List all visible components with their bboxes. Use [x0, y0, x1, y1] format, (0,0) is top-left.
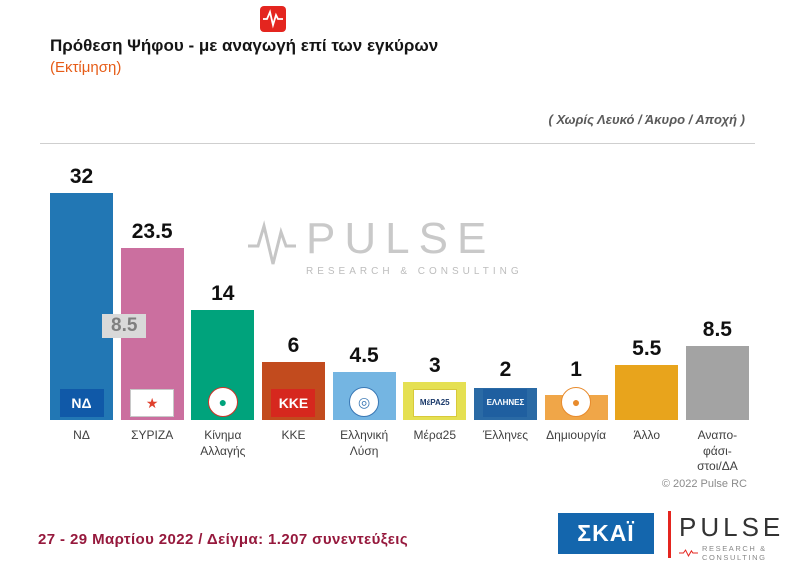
category-label-ellines: Έλληνες: [482, 428, 529, 442]
bar-value-syriza: 23.5: [131, 220, 173, 244]
chart-header: Πρόθεση Ψήφου - με αναγωγή επί των εγκύρ…: [50, 36, 438, 76]
bar-column-kinima-allagis: 14 ●: [191, 282, 255, 420]
pulse-logo-sub: RESEARCH & CONSULTING: [679, 544, 799, 562]
category-label-syriza: ΣΥΡΙΖΑ: [131, 428, 174, 442]
kke-party-logo: ΚΚΕ: [271, 389, 316, 417]
pulse-watermark: PULSE RESEARCH & CONSULTING: [246, 214, 523, 278]
page-subtitle: (Εκτίμηση): [50, 59, 122, 76]
nd-party-logo: ΝΔ: [59, 389, 104, 417]
bar-value-allo: 5.5: [632, 337, 662, 361]
bar-column-allo: 5.5: [615, 337, 679, 420]
bar-column-anapofasistoi: 8.5: [685, 317, 749, 420]
kinima-allagis-party-logo: ●: [207, 387, 238, 417]
bar-anapofasistoi: [685, 345, 749, 420]
page-title: Πρόθεση Ψήφου - με αναγωγή επί των εγκύρ…: [50, 36, 439, 55]
pulse-logo: PULSE RESEARCH & CONSULTING: [679, 514, 799, 562]
category-label-mera25: Μέρα25: [413, 428, 457, 442]
watermark-brand: PULSE: [306, 214, 496, 263]
header-separator: [40, 143, 755, 144]
category-label-dimiourgia: Δημιουργία: [546, 428, 607, 442]
waveform-icon: [248, 220, 296, 265]
bar-column-ellines: 2 ΕΛΛΗΝΕΣ: [473, 358, 537, 420]
bars-row: 32 ΝΔ 23.5 ★ 14 ● 6 ΚΚΕ 4.5 ◎ 3 ΜέΡΑ25 2 ΕΛΛΗΝΕΣ 1 ● 5.5…: [50, 150, 749, 420]
dimiourgia-party-logo: ●: [561, 387, 592, 417]
watermark-text: PULSE RESEARCH & CONSULTING: [306, 214, 523, 278]
bar-nd: [50, 193, 113, 420]
bar-value-mera25: 3: [428, 353, 441, 377]
bar-value-nd: 32: [69, 165, 94, 188]
watermark-tagline: RESEARCH & CONSULTING: [306, 266, 523, 278]
bar-value-elliniki-lysi: 4.5: [349, 343, 379, 367]
bar-value-anapofasistoi: 8.5: [702, 317, 732, 341]
bar-column-dimiourgia: 1 ●: [544, 358, 608, 420]
ellines-party-logo: ΕΛΛΗΝΕΣ: [483, 389, 528, 417]
category-label-elliniki-lysi: Ελληνική Λύση: [340, 428, 389, 458]
elliniki-lysi-party-logo: ◎: [349, 387, 380, 417]
heartbeat-icon: [263, 9, 283, 29]
bar-column-elliniki-lysi: 4.5 ◎: [332, 343, 396, 420]
bar-chart: 32 ΝΔ 23.5 ★ 14 ● 6 ΚΚΕ 4.5 ◎ 3 ΜέΡΑ25 2 ΕΛΛΗΝΕΣ 1 ● 5.5…: [50, 150, 749, 420]
category-label-kinima-allagis: Κίνημα Αλλαγής: [200, 428, 246, 458]
bar-column-mera25: 3 ΜέΡΑ25: [403, 353, 467, 420]
fieldwork-text: 27 - 29 Μαρτίου 2022 / Δείγμα: 1.207 συν…: [38, 531, 409, 548]
exclusion-note: ( Χωρίς Λευκό / Άκυρο / Αποχή ): [548, 112, 746, 127]
bar-column-kke: 6 ΚΚΕ: [261, 334, 325, 420]
skai-logo: ΣΚΑΪ: [558, 513, 654, 554]
pulse-logo-divider: [668, 511, 671, 558]
bar-value-dimiourgia: 1: [570, 358, 582, 381]
bar-value-kinima-allagis: 14: [211, 282, 235, 305]
bar-value-kke: 6: [287, 334, 300, 357]
bar-column-nd: 32 ΝΔ: [50, 165, 113, 420]
category-label-nd: ΝΔ: [73, 428, 90, 442]
syriza-party-logo: ★: [130, 389, 175, 417]
pulse-logo-word: PULSE: [679, 512, 785, 542]
mera25-party-logo: ΜέΡΑ25: [412, 389, 457, 417]
pulse-brand-icon: [260, 6, 286, 32]
bar-value-ellines: 2: [499, 358, 512, 381]
pulse-wave-icon: [679, 549, 698, 558]
pulse-logo-tagline: RESEARCH & CONSULTING: [701, 544, 767, 562]
category-label-anapofasistoi: Αναπο- φάσι- στοι/ΔΑ: [697, 428, 738, 474]
category-row: ΝΔ ΣΥΡΙΖΑ Κίνημα Αλλαγής ΚΚΕ Ελληνική Λύση Μέ…: [50, 428, 749, 475]
category-label-kke: ΚΚΕ: [281, 428, 306, 442]
lead-gap-badge: 8.5: [102, 314, 147, 338]
bar-allo: [615, 365, 679, 420]
copyright-text: © 2022 Pulse RC: [661, 478, 747, 490]
category-label-allo: Άλλο: [633, 428, 660, 442]
